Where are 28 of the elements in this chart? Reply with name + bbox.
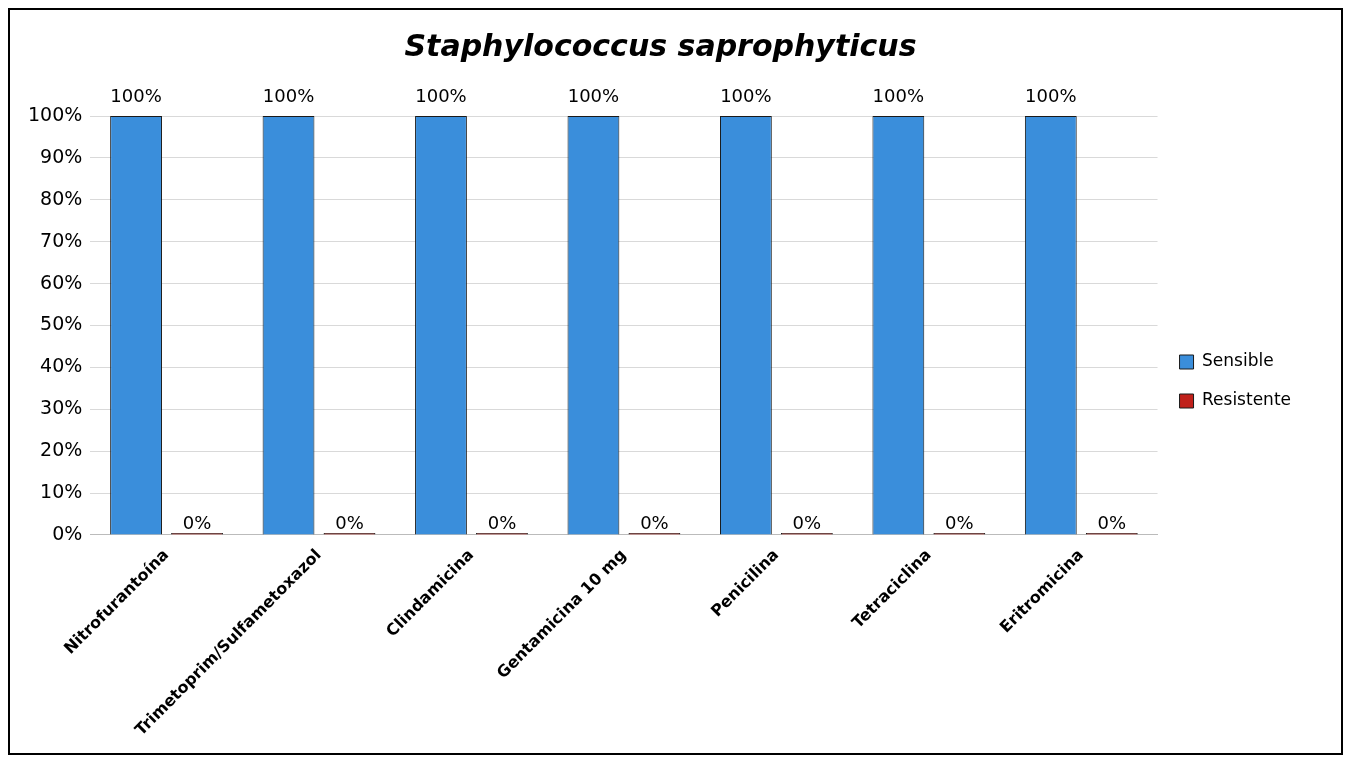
data-label: 0% — [945, 511, 974, 533]
y-tick-label: 0% — [52, 521, 83, 544]
data-label: 0% — [640, 511, 669, 533]
y-tick-label: 10% — [40, 479, 83, 502]
y-tick-label: 50% — [40, 312, 83, 335]
data-label: 0% — [792, 511, 822, 533]
data-label: 100% — [415, 84, 467, 106]
y-tick-label: 70% — [40, 228, 83, 251]
data-label: 100% — [872, 84, 925, 106]
data-label: 100% — [262, 84, 315, 106]
data-label: 100% — [1025, 84, 1077, 106]
data-label: 100% — [110, 84, 162, 106]
data-label: 0% — [1097, 511, 1127, 533]
data-label: 0% — [335, 511, 364, 533]
y-tick-label: 90% — [40, 144, 83, 167]
y-tick-label: 40% — [40, 354, 83, 377]
chart-title: Staphylococcus saprophyticus — [404, 27, 917, 63]
y-tick-label: 20% — [40, 438, 83, 461]
y-tick-label: 60% — [40, 270, 83, 293]
y-tick-label: 100% — [27, 102, 83, 125]
legend-label: Resistente — [1202, 389, 1291, 410]
legend-label: Sensible — [1202, 350, 1274, 371]
data-label: 0% — [487, 511, 517, 533]
y-tick-label: 30% — [40, 396, 83, 419]
data-label: 100% — [720, 84, 772, 106]
y-tick-label: 80% — [40, 186, 83, 209]
data-label: 0% — [182, 511, 212, 533]
data-label: 100% — [567, 84, 620, 106]
